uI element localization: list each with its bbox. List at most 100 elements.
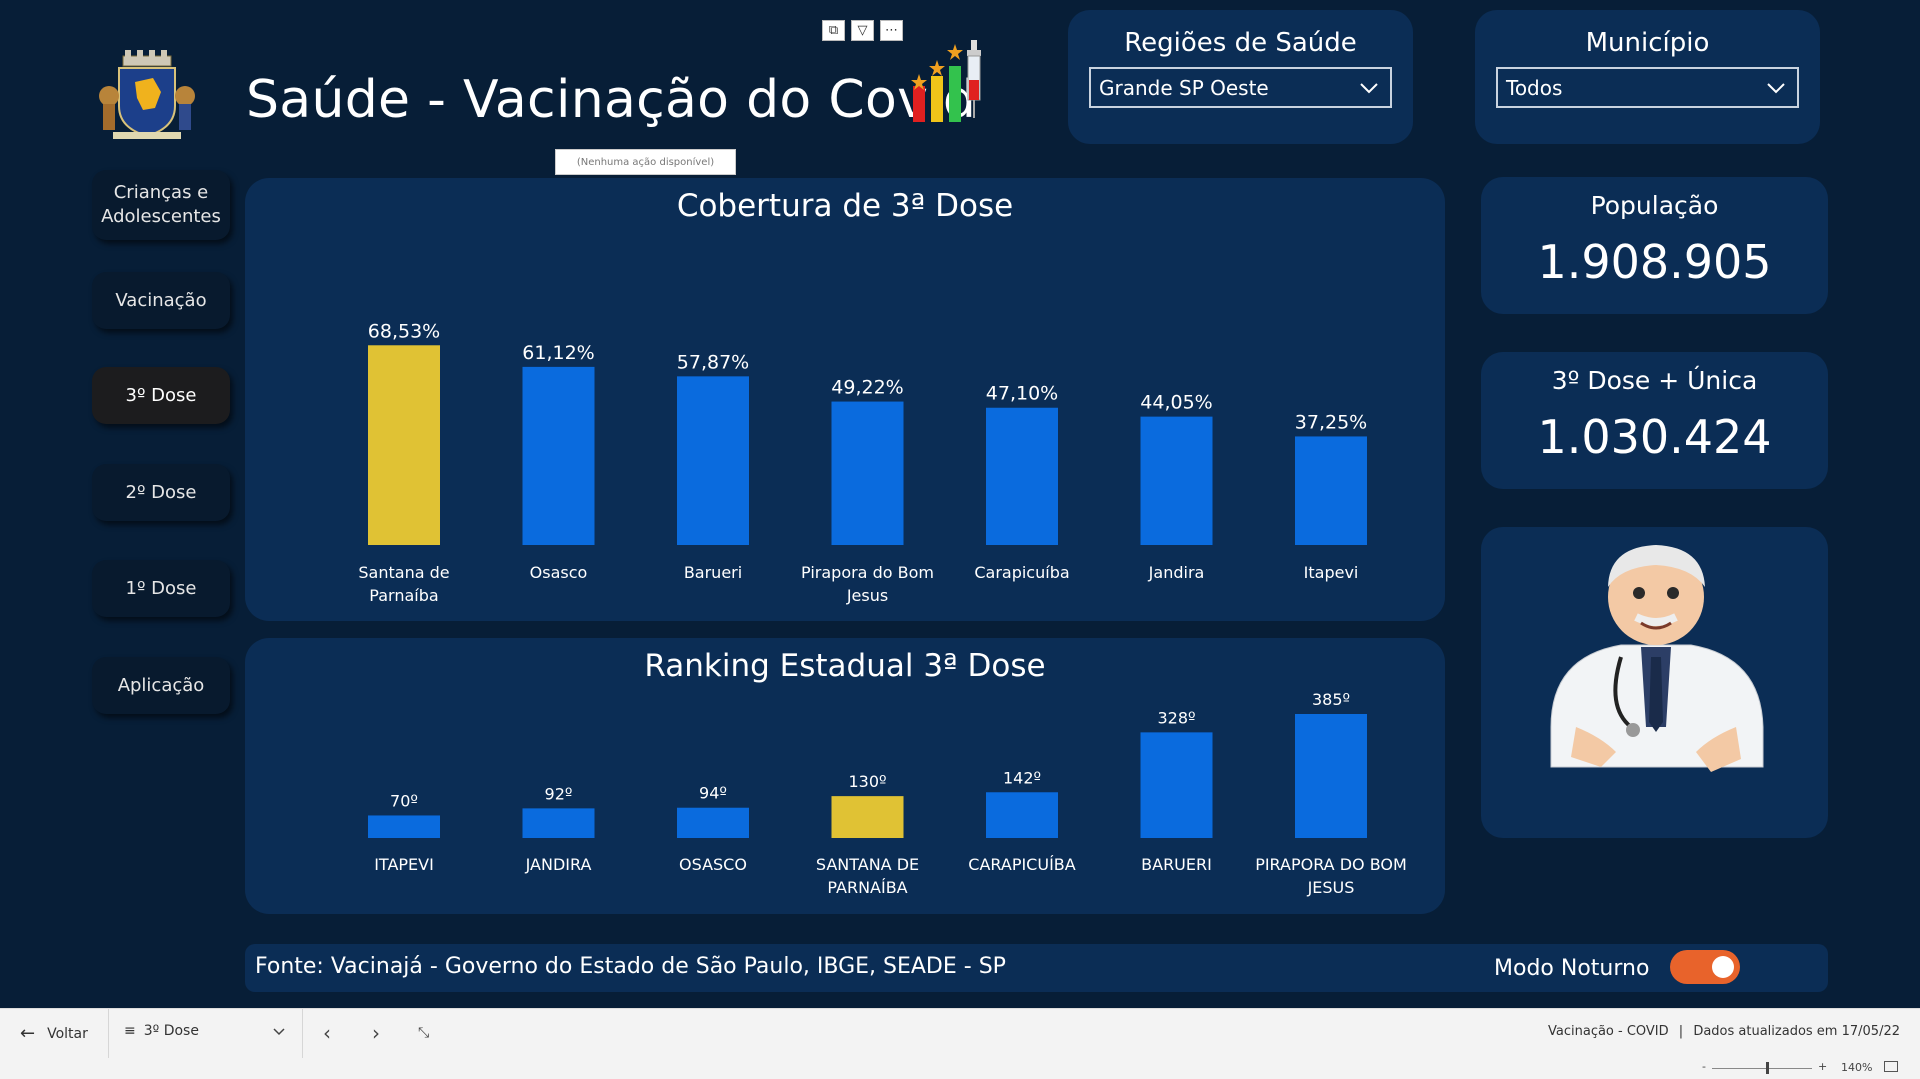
ranking-bar[interactable]: [1140, 732, 1213, 838]
filter-icon[interactable]: ▽: [851, 20, 874, 41]
chevron-down-icon[interactable]: [272, 1025, 286, 1039]
divider: [108, 1009, 109, 1059]
ranking-bar[interactable]: [368, 815, 440, 838]
ranking-bar-chart: 70º ITAPEVI 92º JANDIRA 94º OSASCO 130º SANTANA…: [368, 690, 1407, 897]
ranking-data-label: 385º: [1312, 690, 1350, 709]
municipio-value: Todos: [1506, 75, 1563, 100]
more-icon[interactable]: ⋯: [880, 20, 903, 41]
coverage-bar[interactable]: [522, 366, 595, 545]
page-title: Saúde - Vacinação do Covid: [246, 70, 977, 130]
populacao-card: População 1.908.905: [1481, 177, 1828, 314]
back-button[interactable]: ← Voltar: [20, 1023, 88, 1044]
dose3-value: 1.030.424: [1537, 410, 1772, 464]
coverage-data-label: 47,10%: [986, 383, 1058, 405]
nav-label: 1º Dose: [125, 577, 197, 599]
ranking-bar[interactable]: [986, 792, 1058, 838]
page-selector[interactable]: ≡ 3º Dose: [124, 1023, 199, 1039]
ranking-bar[interactable]: [522, 808, 595, 838]
coverage-bar[interactable]: [986, 407, 1058, 545]
updated-text: Dados atualizados em 17/05/22: [1693, 1024, 1900, 1039]
nav-criancas-adolescentes[interactable]: Crianças e Adolescentes: [92, 170, 230, 240]
nav-label: 3º Dose: [125, 384, 197, 406]
coat-of-arms-logo: [99, 50, 195, 139]
municipio-label: Município: [1585, 28, 1710, 58]
nav-aplicacao[interactable]: Aplicação: [92, 657, 230, 714]
regioes-label: Regiões de Saúde: [1124, 28, 1357, 58]
zoom-slider-thumb[interactable]: [1766, 1062, 1769, 1074]
ranking-category-label: ITAPEVI: [374, 855, 434, 874]
collapse-icon[interactable]: ⤡: [418, 1025, 430, 1041]
dose3-card: 3º Dose + Única 1.030.424: [1481, 352, 1828, 489]
toggle-knob: [1712, 956, 1734, 978]
coverage-chart-panel: Cobertura de 3ª Dose 68,53% Santana de Par…: [245, 178, 1445, 621]
next-page-icon[interactable]: ›: [372, 1021, 380, 1045]
page-selector-label: 3º Dose: [143, 1023, 199, 1039]
coverage-data-label: 44,05%: [1140, 392, 1212, 414]
coverage-category-label: Itapevi: [1304, 563, 1359, 582]
nav-1-dose[interactable]: 1º Dose: [92, 560, 230, 617]
zoom-level: 140%: [1841, 1061, 1873, 1074]
coverage-category-label: Barueri: [684, 563, 742, 582]
source-bar: Fonte: Vacinajá - Governo do Estado de S…: [245, 944, 1828, 992]
coverage-bar[interactable]: [831, 401, 904, 545]
ranking-category-label: PIRAPORA DO BOM JESUS: [1255, 855, 1407, 897]
regioes-dropdown[interactable]: Grande SP Oeste: [1089, 67, 1392, 108]
fit-to-page-icon[interactable]: [1884, 1061, 1898, 1072]
nav-label: 2º Dose: [125, 481, 197, 503]
nav-vacinacao[interactable]: Vacinação: [92, 272, 230, 329]
ranking-bar[interactable]: [1295, 714, 1367, 838]
coverage-bar[interactable]: [677, 376, 749, 545]
coverage-category-label: Osasco: [530, 563, 588, 582]
night-mode-label: Modo Noturno: [1494, 956, 1650, 981]
zoom-slider-track[interactable]: [1712, 1068, 1812, 1069]
ranking-bar[interactable]: [831, 796, 904, 838]
coverage-category-label: Carapicuíba: [974, 563, 1069, 582]
coverage-bar[interactable]: [1295, 436, 1367, 545]
doctor-card: [1481, 527, 1828, 838]
zoom-in-icon[interactable]: +: [1818, 1060, 1828, 1073]
coverage-data-label: 49,22%: [831, 377, 903, 399]
report-name: Vacinação - COVID: [1548, 1024, 1669, 1039]
coverage-bar[interactable]: [368, 345, 440, 545]
ranking-category-label: OSASCO: [679, 855, 747, 874]
copy-icon[interactable]: ⧉: [822, 20, 845, 41]
list-icon: ≡: [124, 1023, 136, 1039]
regioes-value: Grande SP Oeste: [1099, 75, 1269, 100]
municipio-dropdown[interactable]: Todos: [1496, 67, 1799, 108]
bottom-status-bar: ← Voltar ≡ 3º Dose ‹ › ⤡ Vacinação - COV…: [0, 1008, 1920, 1059]
nav-label: Crianças e Adolescentes: [101, 182, 221, 227]
coverage-data-label: 37,25%: [1295, 411, 1367, 433]
vaccine-chart-icon: [911, 40, 981, 122]
nav-2-dose[interactable]: 2º Dose: [92, 464, 230, 521]
regioes-filter-card: Regiões de Saúde Grande SP Oeste: [1068, 10, 1413, 144]
coverage-category-label: Santana de Parnaíba: [358, 563, 449, 605]
status-info: Vacinação - COVID | Dados atualizados em…: [1548, 1024, 1900, 1039]
previous-page-icon[interactable]: ‹: [323, 1021, 331, 1045]
divider: [302, 1009, 303, 1059]
source-text: Fonte: Vacinajá - Governo do Estado de S…: [255, 954, 1006, 979]
divider: |: [1678, 1024, 1684, 1039]
nav-label: Vacinação: [115, 289, 207, 311]
chevron-down-icon: [1360, 83, 1378, 94]
doctor-illustration: [1550, 545, 1764, 772]
back-label: Voltar: [47, 1025, 88, 1042]
populacao-value: 1.908.905: [1537, 235, 1772, 289]
ranking-data-label: 70º: [390, 791, 418, 810]
zoom-out-icon[interactable]: -: [1702, 1060, 1706, 1073]
ranking-data-label: 130º: [848, 772, 886, 791]
night-mode-toggle[interactable]: [1670, 950, 1740, 984]
coverage-bar[interactable]: [1140, 416, 1213, 545]
ranking-data-label: 94º: [699, 784, 727, 803]
nav-3-dose[interactable]: 3º Dose: [92, 367, 230, 424]
coverage-data-label: 61,12%: [522, 342, 594, 364]
coverage-data-label: 68,53%: [368, 320, 440, 342]
populacao-label: População: [1590, 191, 1719, 220]
chevron-down-icon: [1767, 83, 1785, 94]
ranking-category-label: BARUERI: [1141, 855, 1212, 874]
ranking-bar[interactable]: [677, 807, 749, 838]
ranking-data-label: 142º: [1003, 768, 1041, 787]
coverage-data-label: 57,87%: [677, 351, 749, 373]
coverage-chart-title: Cobertura de 3ª Dose: [676, 188, 1014, 224]
coverage-category-label: Pirapora do Bom Jesus: [801, 563, 934, 605]
